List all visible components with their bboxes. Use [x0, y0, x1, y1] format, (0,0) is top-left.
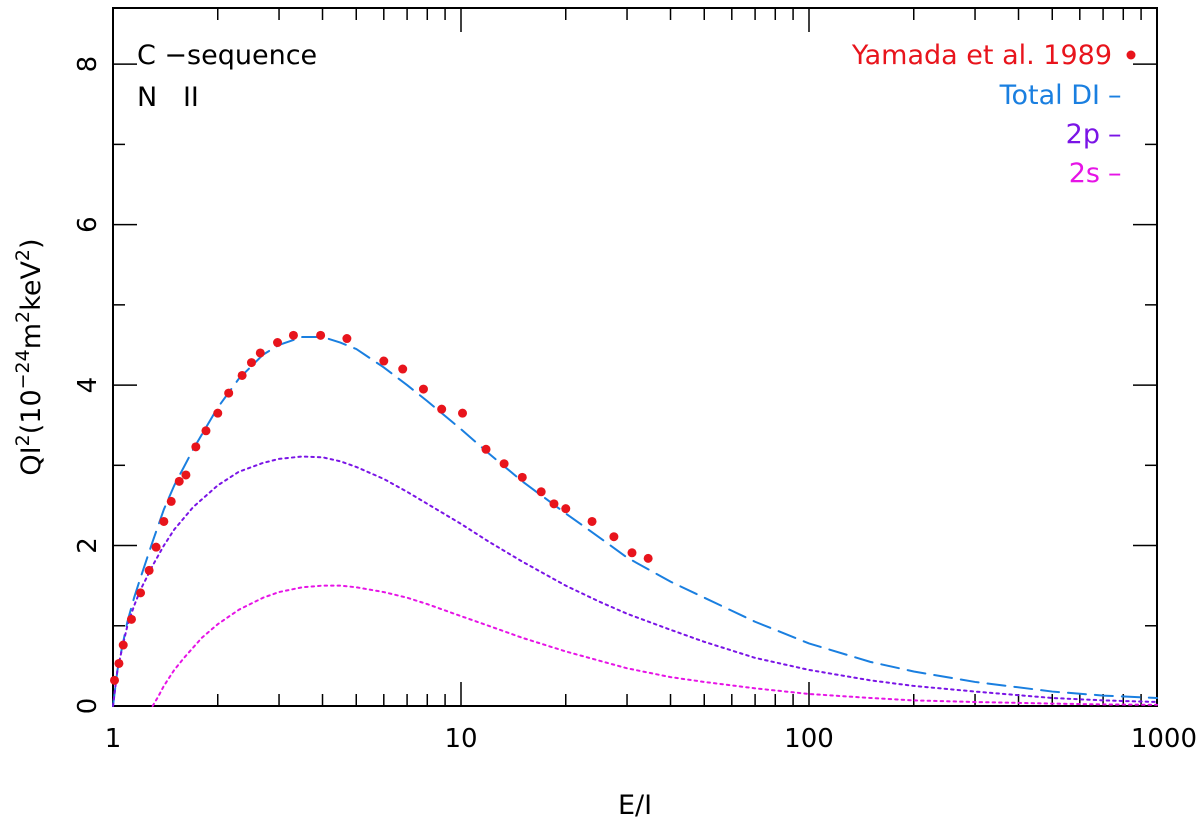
data-point — [499, 459, 509, 469]
data-point — [342, 334, 352, 344]
plot-frame — [112, 7, 1158, 707]
data-point — [316, 330, 326, 340]
y-title-mid: (10 — [16, 389, 47, 434]
data-point — [273, 338, 283, 348]
data-point — [379, 356, 389, 366]
data-point — [166, 496, 176, 506]
y-axis-title: QI2(10−24m2keV2) — [12, 238, 47, 475]
data-point — [151, 542, 161, 552]
tick-labels: 1 10 100 1000 0 2 4 6 8 — [73, 56, 1197, 754]
data-point — [255, 348, 265, 358]
data-point — [561, 504, 571, 514]
legend-total-marker: – — [1108, 80, 1122, 111]
legend: Yamada et al. 1989 Total DI – 2p – 2s – — [851, 40, 1136, 189]
y-title-end: ) — [16, 238, 47, 249]
legend-yamada-marker — [1126, 50, 1136, 60]
data-point — [609, 532, 619, 542]
x-tick-label: 1 — [105, 724, 122, 754]
data-point — [144, 565, 154, 575]
data-point — [114, 658, 124, 668]
axis-ticks — [112, 8, 1158, 707]
data-point — [549, 499, 559, 509]
legend-total-label: Total DI — [999, 80, 1100, 111]
series-line-2s — [151, 584, 1158, 707]
data-point — [110, 675, 120, 685]
data-point — [627, 548, 637, 558]
x-tick-label: 1000 — [1131, 724, 1197, 754]
data-point — [201, 426, 211, 436]
data-point — [517, 472, 527, 482]
series-line-2p — [112, 455, 1158, 707]
x-tick-label: 100 — [784, 724, 834, 754]
data-point — [237, 370, 247, 380]
data-point — [118, 640, 128, 650]
y-title-mid3: keV — [16, 261, 47, 311]
data-point — [181, 470, 191, 480]
data-point — [437, 404, 447, 414]
data-points — [110, 330, 653, 685]
x-axis-title: E/I — [618, 790, 652, 821]
y-tick-label: 4 — [73, 377, 103, 394]
data-point — [418, 384, 428, 394]
data-point — [398, 364, 408, 374]
series-line-total-di — [112, 335, 1158, 707]
annotation-sequence: C −sequence — [137, 40, 317, 71]
y-tick-label: 2 — [73, 537, 103, 554]
data-point — [481, 444, 491, 454]
legend-2s-marker: – — [1108, 158, 1122, 189]
y-tick-label: 6 — [73, 216, 103, 233]
legend-yamada-label: Yamada et al. 1989 — [851, 40, 1112, 71]
data-point — [288, 330, 298, 340]
y-title-sup3: 2 — [12, 311, 34, 323]
data-point — [587, 516, 597, 526]
data-point — [224, 388, 234, 398]
y-title-base: QI — [16, 446, 47, 475]
data-point — [536, 487, 546, 497]
data-point — [136, 588, 146, 598]
legend-2s-label: 2s — [1069, 158, 1100, 189]
y-title-sup4: 2 — [12, 249, 34, 261]
y-title-sup2: −24 — [12, 349, 34, 389]
data-point — [643, 553, 653, 563]
data-point — [213, 408, 223, 418]
y-title-sup1: 2 — [12, 434, 34, 446]
legend-2p-label: 2p — [1066, 119, 1100, 150]
data-point — [246, 358, 256, 368]
annotation-ion: N II — [137, 82, 199, 113]
y-tick-label: 0 — [73, 698, 103, 715]
data-point — [159, 516, 169, 526]
curves — [112, 335, 1158, 707]
data-point — [126, 614, 136, 624]
y-title-mid2: m — [16, 323, 47, 349]
x-tick-label: 10 — [444, 724, 477, 754]
data-point — [191, 442, 201, 452]
data-point — [458, 408, 468, 418]
y-tick-label: 8 — [73, 56, 103, 73]
legend-2p-marker: – — [1108, 119, 1122, 150]
data-point — [174, 476, 184, 486]
